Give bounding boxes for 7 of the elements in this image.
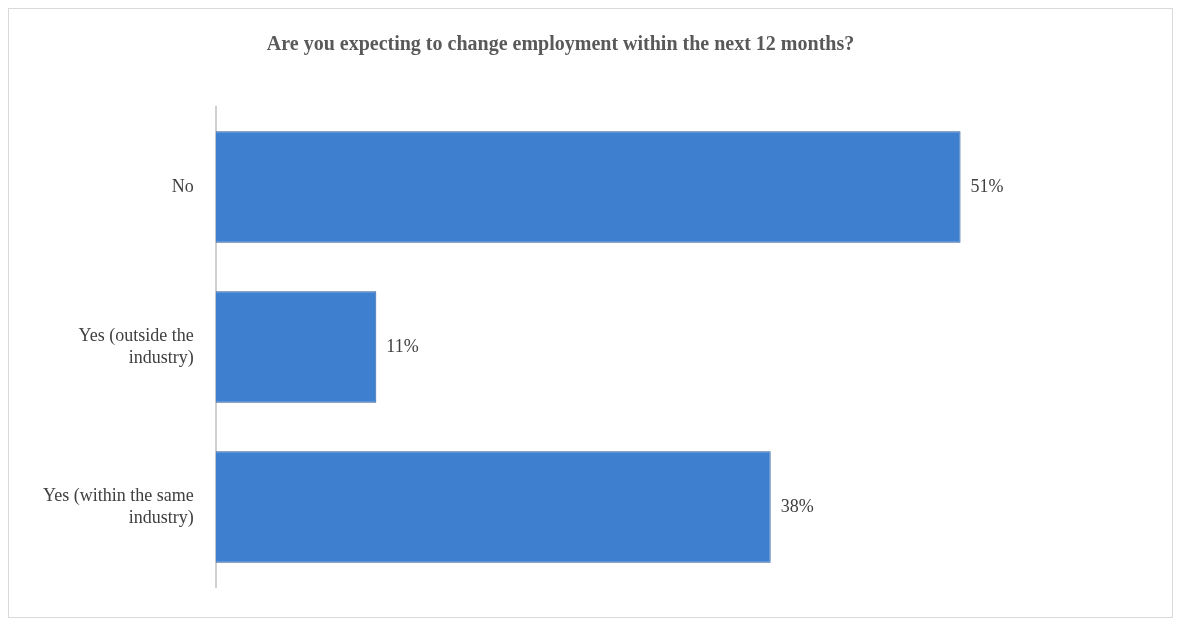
data-label: 51% [970,175,1004,196]
y-tick-label: No [171,175,194,196]
data-label: 38% [780,495,814,516]
data-label: 11% [386,335,419,356]
chart-title: Are you expecting to change employment within the next 12 months? [266,32,855,56]
y-tick-label: Yes (outside the industry) [78,324,194,368]
y-tick-label: Yes (within the same industry) [42,484,194,528]
